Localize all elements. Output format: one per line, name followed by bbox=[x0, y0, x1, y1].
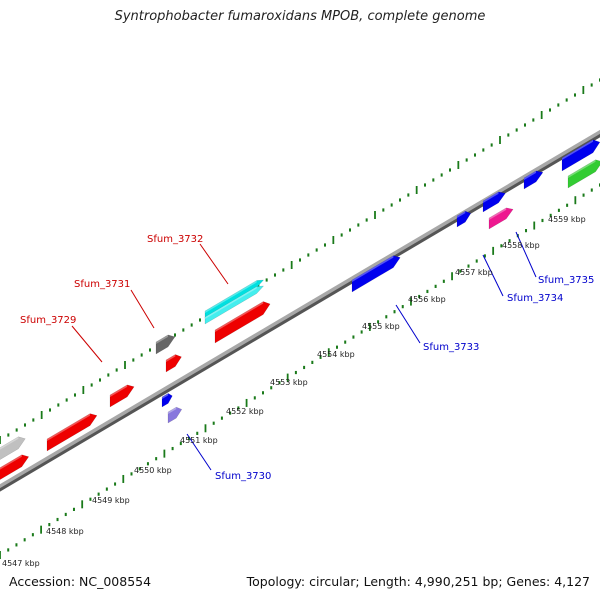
gene-blue-b-highlight bbox=[483, 191, 499, 203]
gene-track bbox=[0, 139, 600, 480]
leader-line bbox=[71, 325, 103, 363]
gene-blue-c bbox=[523, 170, 544, 190]
scale-label: 4555 kbp bbox=[362, 322, 400, 331]
gene-red-a-highlight bbox=[0, 454, 22, 470]
gene-gray-3731 bbox=[155, 334, 176, 355]
gene-red-3731 bbox=[165, 354, 182, 373]
gene-green-3735-highlight bbox=[568, 159, 596, 178]
gene-blue-a-highlight bbox=[457, 211, 466, 218]
leader-line bbox=[186, 433, 212, 471]
leader-line bbox=[482, 254, 504, 297]
gene-lightgray-highlight bbox=[0, 436, 19, 450]
gene-blue-3730-highlight bbox=[162, 393, 169, 399]
gene-label-sfum_3733: Sfum_3733 bbox=[423, 342, 479, 353]
gene-blue-b bbox=[482, 191, 506, 213]
map-title: Syntrophobacter fumaroxidans MPOB, compl… bbox=[114, 9, 486, 24]
gene-blue-3733-highlight bbox=[352, 255, 394, 282]
scale-labels: 4547 kbp 4548 kbp 4549 kbp 4550 kbp 4551 kbp… bbox=[2, 215, 586, 568]
leader-line bbox=[199, 243, 229, 285]
scale-label: 4547 kbp bbox=[2, 559, 40, 568]
gene-red-c bbox=[109, 384, 135, 408]
accession-text: Accession: NC_008554 bbox=[9, 574, 152, 589]
gene-red-a bbox=[0, 454, 30, 480]
gene-magenta-3734-highlight bbox=[489, 207, 507, 220]
gene-cyan-3732-highlight bbox=[205, 280, 257, 313]
gene-blue-c-highlight bbox=[524, 170, 537, 180]
scale-label: 4551 kbp bbox=[180, 436, 218, 445]
gene-lavender-3730 bbox=[167, 406, 183, 424]
gene-magenta-3734 bbox=[488, 207, 514, 230]
leader-line bbox=[515, 231, 537, 278]
scale-label: 4558 kbp bbox=[502, 241, 540, 250]
genome-summary: Topology: circular; Length: 4,990,251 bp… bbox=[246, 574, 590, 589]
genome-backbone bbox=[0, 129, 600, 489]
scale-label: 4554 kbp bbox=[317, 350, 355, 359]
label-callouts: Sfum_3729 Sfum_3731 Sfum_3732 Sfum_3730 Sfum… bbox=[20, 231, 594, 482]
gene-blue-3733 bbox=[351, 255, 401, 293]
leader-line bbox=[130, 289, 155, 329]
scale-label: 4550 kbp bbox=[134, 466, 172, 475]
gene-lavender-3730-highlight bbox=[168, 407, 177, 414]
gene-blue-d-highlight bbox=[562, 139, 594, 160]
gene-label-sfum_3734: Sfum_3734 bbox=[507, 293, 563, 304]
scale-label: 4557 kbp bbox=[455, 268, 493, 277]
gene-cyan-3732b bbox=[204, 285, 265, 325]
gene-red-b bbox=[46, 413, 98, 452]
outer-tick-track bbox=[0, 78, 600, 444]
gene-label-sfum_3731: Sfum_3731 bbox=[74, 279, 130, 290]
scale-label: 4559 kbp bbox=[548, 215, 586, 224]
gene-blue-a bbox=[456, 210, 472, 228]
gene-red-c-highlight bbox=[110, 384, 128, 397]
gene-label-sfum_3732: Sfum_3732 bbox=[147, 234, 203, 245]
leader-line bbox=[395, 304, 421, 344]
gene-label-sfum_3730: Sfum_3730 bbox=[215, 471, 271, 482]
gene-red-3732 bbox=[214, 301, 271, 344]
gene-label-sfum_3735: Sfum_3735 bbox=[538, 275, 594, 286]
gene-label-sfum_3729: Sfum_3729 bbox=[20, 315, 76, 326]
gene-red-3731-highlight bbox=[166, 354, 176, 362]
scale-label: 4548 kbp bbox=[46, 527, 84, 536]
gene-red-b-highlight bbox=[47, 413, 91, 441]
gene-lightgray bbox=[0, 436, 26, 460]
gene-gray-3731-highlight bbox=[156, 334, 169, 344]
gene-green-3735 bbox=[567, 159, 600, 189]
scale-label: 4552 kbp bbox=[226, 407, 264, 416]
gene-cyan-3732b-highlight bbox=[205, 286, 257, 319]
inner-tick-track bbox=[0, 183, 600, 559]
gene-blue-d bbox=[561, 139, 600, 172]
scale-label: 4553 kbp bbox=[270, 378, 308, 387]
gene-red-3732-highlight bbox=[215, 301, 264, 332]
gene-blue-3730 bbox=[161, 393, 173, 408]
scale-label: 4556 kbp bbox=[408, 295, 446, 304]
scale-label: 4549 kbp bbox=[92, 496, 130, 505]
